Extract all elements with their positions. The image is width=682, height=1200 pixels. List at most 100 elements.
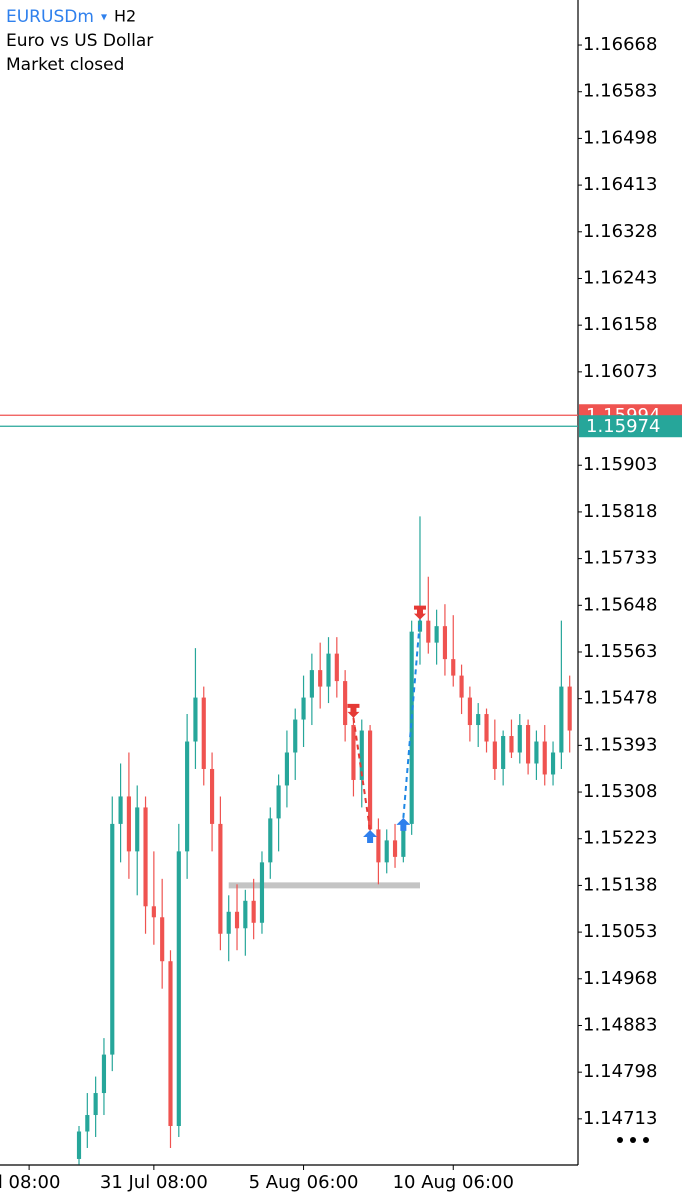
- y-tick-label: 1.14713: [583, 1108, 657, 1129]
- timeframe[interactable]: H2: [114, 7, 136, 26]
- candle-body: [76, 1131, 82, 1159]
- y-tick-label: 1.16498: [583, 127, 657, 148]
- candle-body: [93, 1093, 98, 1116]
- candle-body: [243, 900, 248, 929]
- buy-arrow: [396, 817, 411, 831]
- candle-body: [168, 961, 173, 1127]
- y-tick-label: 1.16668: [583, 34, 657, 55]
- candle-body: [534, 741, 539, 764]
- x-tick-label: 31 Jul 08:00: [100, 1172, 208, 1193]
- y-tick-label: 1.14968: [583, 968, 657, 989]
- candle-body: [126, 796, 131, 852]
- candle-body: [376, 829, 381, 863]
- y-tick-label: 1.16583: [583, 81, 657, 102]
- symbol-dropdown[interactable]: ▾: [101, 10, 107, 24]
- candle-body: [101, 1054, 107, 1094]
- y-tick-label: 1.15818: [583, 501, 657, 522]
- candle-body: [351, 725, 356, 780]
- candle-body: [301, 697, 306, 720]
- candle-body: [218, 823, 223, 934]
- menu-dot[interactable]: [630, 1137, 636, 1143]
- y-tick-label: 1.16073: [583, 361, 657, 382]
- candle-body: [401, 823, 406, 857]
- y-tick-label: 1.15308: [583, 781, 657, 802]
- trade-line: [352, 717, 372, 831]
- candle-body: [526, 725, 531, 764]
- candle-body: [309, 670, 314, 698]
- price-label-box: [579, 415, 682, 438]
- candle-body: [193, 697, 198, 742]
- candle-body: [326, 653, 331, 687]
- candle-body: [484, 714, 489, 742]
- candle-body: [284, 752, 289, 786]
- x-tick-label: l 08:00: [0, 1172, 60, 1193]
- candle-body: [542, 741, 547, 775]
- candle-body: [434, 626, 439, 643]
- candle-body: [451, 659, 456, 676]
- y-tick-label: 1.15393: [583, 734, 657, 755]
- candle-body: [467, 697, 472, 726]
- candle-body: [550, 752, 556, 775]
- y-tick-label: 1.16158: [583, 314, 657, 335]
- candle-body: [392, 840, 398, 857]
- y-tick-label: 1.15563: [583, 641, 657, 662]
- candle-body: [476, 714, 481, 726]
- candle-body: [442, 626, 448, 660]
- candle-body: [384, 840, 389, 863]
- candle-body: [251, 900, 256, 923]
- candle-body: [359, 730, 364, 780]
- candle-body: [368, 730, 373, 830]
- candle-body: [268, 818, 273, 863]
- y-tick-label: 1.16243: [583, 267, 657, 288]
- price-label: 1.15974: [586, 416, 660, 437]
- candle-body: [276, 785, 281, 819]
- y-tick-label: 1.16328: [583, 221, 657, 242]
- candle-body: [501, 736, 506, 769]
- candle-body: [334, 653, 339, 682]
- market-status: Market closed: [6, 55, 124, 75]
- more-menu[interactable]: [617, 1137, 649, 1143]
- y-tick-label: 1.15138: [583, 874, 657, 895]
- menu-dot[interactable]: [643, 1137, 649, 1143]
- y-tick-label: 1.15053: [583, 921, 657, 942]
- sell-arrow: [347, 703, 360, 718]
- candles: [76, 516, 572, 1165]
- candle-body: [509, 736, 514, 753]
- candle-body: [567, 686, 572, 731]
- y-tick-label: 1.14883: [583, 1014, 657, 1035]
- candle-body: [459, 675, 464, 698]
- candle-body: [160, 917, 165, 962]
- candle-body: [559, 686, 564, 753]
- sell-arrow: [413, 605, 426, 620]
- y-tick-label: 1.16413: [583, 174, 657, 195]
- symbol[interactable]: EURUSDm: [6, 7, 94, 27]
- x-tick-label: 5 Aug 06:00: [249, 1172, 359, 1193]
- candle-body: [143, 807, 148, 907]
- candle-body: [517, 725, 522, 753]
- y-tick-label: 1.15648: [583, 594, 657, 615]
- candle-body: [209, 768, 215, 824]
- description: Euro vs US Dollar: [6, 31, 153, 51]
- candle-body: [201, 697, 206, 769]
- candle-body: [259, 862, 265, 923]
- candle-body: [492, 741, 497, 769]
- candle-body: [135, 807, 140, 852]
- candle-body: [293, 719, 298, 753]
- y-tick-label: 1.15223: [583, 828, 657, 849]
- menu-dot[interactable]: [617, 1137, 623, 1143]
- candle-body: [426, 620, 431, 643]
- x-tick-label: 10 Aug 06:00: [393, 1172, 514, 1193]
- y-tick-label: 1.15903: [583, 454, 657, 475]
- y-tick-label: 1.15733: [583, 548, 657, 569]
- y-tick-label: 1.14798: [583, 1061, 657, 1082]
- candle-body: [343, 681, 348, 726]
- candle-body: [151, 906, 156, 918]
- buy-arrow: [363, 829, 378, 843]
- candle-body: [85, 1115, 90, 1132]
- candle-body: [118, 796, 123, 824]
- candle-body: [234, 911, 240, 929]
- candle-body: [185, 741, 190, 852]
- trade-line: [402, 619, 421, 818]
